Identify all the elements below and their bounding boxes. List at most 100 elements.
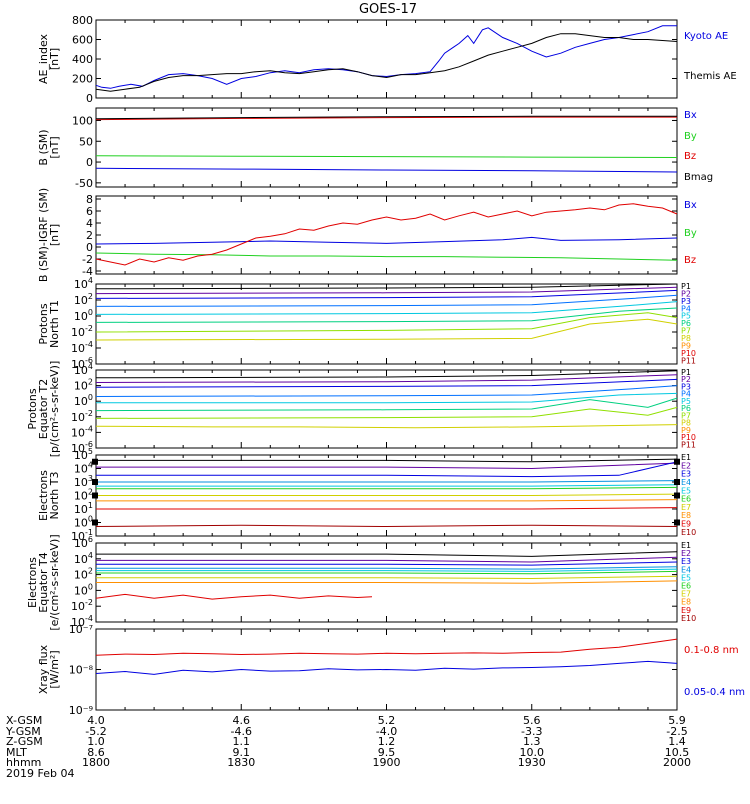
footer-column: 5.9 -2.5 1.4 10.5 2000 [647, 714, 707, 769]
y-tick-label: 2 [86, 229, 93, 242]
legend-entry: E6 [681, 582, 691, 591]
panel-ae: 0 200 400 600 800 AE_index[nT] Kyoto AE Themis … [37, 14, 737, 105]
footer-label: MLT [6, 745, 27, 759]
series-line [95, 286, 678, 295]
y-axis-label: ProtonsEquator T2[p/(cm²-s-sr-keV)] [26, 361, 61, 458]
legend-entry: P11 [681, 356, 696, 365]
legend-entry: E5 [681, 573, 691, 582]
panel-bsm: -50 0 50 100 B (SM)[nT] Bx By Bz Bmag [37, 107, 713, 190]
legend-entry: By [684, 228, 697, 239]
legend-entry: E2 [681, 549, 691, 558]
series-line [95, 638, 678, 656]
series-line [95, 593, 373, 600]
series-line [95, 283, 678, 290]
series-line [95, 289, 678, 299]
series-line [95, 252, 678, 261]
y-tick-label: 10-2 [71, 324, 93, 339]
series-line [95, 370, 678, 379]
y-tick-label: 104 [74, 551, 93, 566]
series-line [95, 116, 677, 121]
series-line [95, 301, 678, 315]
y-tick-label: 6 [86, 205, 93, 218]
y-axis-label: Xray flux[W/m²] [37, 644, 61, 694]
legend-entry: E4 [681, 478, 691, 487]
footer-column: 4.0 -5.2 1.0 8.6 1800 [66, 715, 126, 769]
footer-column: 4.6 -4.6 1.1 9.1 1830 [211, 715, 271, 769]
footer-value: 1830 [227, 756, 256, 769]
series-line [96, 462, 678, 470]
footer-value: -4.0 [375, 724, 398, 738]
series-line [96, 575, 678, 580]
series-line [96, 551, 678, 557]
series-line [96, 392, 678, 404]
series-line [96, 566, 678, 570]
series-line [95, 660, 678, 675]
y-tick-label: 100 [74, 393, 93, 408]
legend-entry: P5 [681, 397, 691, 406]
series-line [95, 524, 678, 528]
legend-entry: P10 [681, 433, 696, 442]
legend-entry: P3 [681, 382, 691, 391]
marker [674, 479, 680, 485]
series-line [95, 385, 678, 397]
footer-label: hhmm [6, 756, 42, 769]
marker [92, 458, 98, 465]
legend-entry: P7 [681, 327, 691, 336]
footer-value: 9.1 [232, 745, 251, 759]
legend-entry: Bx [684, 110, 697, 121]
legend-entry: E8 [681, 511, 691, 520]
legend-entry: P2 [681, 289, 691, 298]
legend-entry: E7 [681, 503, 691, 512]
legend-entry: E6 [681, 495, 691, 504]
footer-value: 10.5 [664, 745, 690, 759]
legend-entry: E1 [681, 453, 691, 462]
series-line [96, 556, 678, 563]
legend-entry: E9 [681, 606, 691, 615]
series-line [95, 424, 678, 429]
series-line [95, 294, 678, 307]
legend-entry: P11 [681, 440, 696, 449]
footer-value: 1.3 [523, 735, 541, 748]
legend-entry: P1 [681, 368, 691, 377]
y-tick-label: 800 [72, 14, 93, 27]
series-line [95, 307, 678, 323]
footer-value: 5.9 [668, 714, 686, 727]
footer-value: -2.5 [666, 724, 688, 738]
series-line [95, 33, 678, 92]
footer-value: 9.5 [377, 745, 396, 759]
series-line [95, 203, 678, 266]
y-tick-label: 600 [72, 34, 93, 47]
footer-label: 2019 Feb 04 [6, 766, 75, 780]
y-tick-label: 100 [74, 308, 93, 323]
series-line [96, 461, 678, 478]
series-line [96, 570, 678, 575]
y-tick-label: 102 [74, 292, 93, 307]
y-tick-label: 10⁻⁹ [69, 704, 93, 717]
y-tick-label: 0 [86, 241, 93, 254]
footer-value: 8.6 [87, 745, 105, 759]
footer-label: Z-GSM [6, 735, 43, 748]
y-tick-label: 102 [74, 378, 93, 393]
footer-value: 2000 [663, 756, 691, 769]
y-axis-label: B (SM)-IGRF (SM)[nT] [37, 188, 61, 282]
legend-entry: E1 [681, 541, 691, 550]
footer-label: X-GSM [6, 714, 43, 727]
series-line [95, 374, 678, 383]
footer-value: 5.6 [523, 714, 541, 727]
marker [674, 492, 680, 499]
legend-entry: P3 [681, 297, 691, 306]
series-line [95, 155, 678, 158]
footer-value: 1.4 [668, 735, 686, 748]
series-line [96, 480, 678, 483]
y-axis-label: ProtonsNorth T1 [37, 300, 61, 348]
panel-frame [95, 107, 678, 188]
legend-entry: 0.05-0.4 nm [684, 687, 745, 698]
marker [92, 492, 98, 499]
legend-entry: P8 [681, 334, 691, 343]
legend-entry: P6 [681, 404, 691, 413]
